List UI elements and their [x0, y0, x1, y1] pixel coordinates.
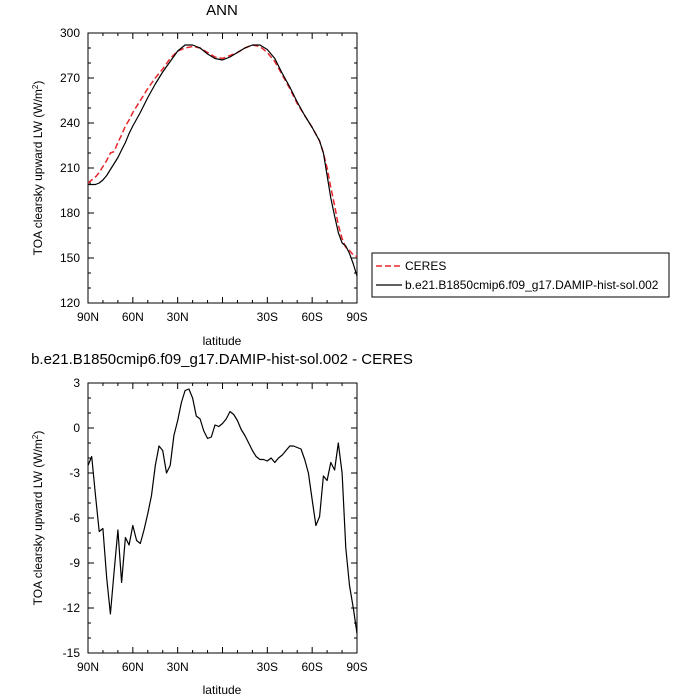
x-tick-label: 60S [301, 660, 322, 674]
x-tick-label: 90N [77, 660, 99, 674]
y-tick-label: -3 [69, 466, 80, 480]
x-tick-label: 60S [301, 310, 322, 324]
legend-ceres-label: CERES [405, 259, 446, 273]
bottom-panel: b.e21.B1850cmip6.f09_g17.DAMIP-hist-sol.… [31, 351, 413, 697]
bottom-x-axis-label: latitude [203, 683, 242, 697]
top-y-tick-labels: 120 150 180 210 240 270 300 [60, 26, 80, 310]
top-y-axis-label: TOA clearsky upward LW (W/m2) [31, 81, 45, 256]
x-tick-label: 90S [346, 660, 367, 674]
bottom-y-axis-label: TOA clearsky upward LW (W/m2) [31, 431, 45, 606]
top-axis-ticks [87, 32, 358, 304]
x-tick-label: 90N [77, 310, 99, 324]
y-tick-label: -6 [69, 511, 80, 525]
y-tick-label: -12 [63, 601, 81, 615]
x-tick-label: 30S [257, 660, 278, 674]
y-tick-label: 0 [73, 421, 80, 435]
x-tick-label: 60N [122, 310, 144, 324]
top-plot-frame [87, 32, 358, 304]
legend-model-label: b.e21.B1850cmip6.f09_g17.DAMIP-hist-sol.… [405, 278, 659, 292]
top-chart-title: ANN [206, 2, 238, 19]
x-tick-label: 30S [257, 310, 278, 324]
bottom-axis-ticks [87, 382, 358, 654]
top-series-lines [87, 44, 358, 277]
model-series-line [88, 44, 358, 277]
y-tick-label: -15 [63, 646, 81, 660]
bottom-chart-title: b.e21.B1850cmip6.f09_g17.DAMIP-hist-sol.… [31, 351, 413, 368]
y-tick-label: 300 [60, 26, 80, 40]
x-tick-label: 90S [346, 310, 367, 324]
y-tick-label: 120 [60, 296, 80, 310]
bottom-x-tick-labels: 90N 60N 30N 30S 60S 90S [77, 660, 368, 674]
x-tick-label: 60N [122, 660, 144, 674]
difference-series-line [87, 388, 358, 634]
x-tick-label: 30N [167, 660, 189, 674]
top-x-tick-labels: 90N 60N 30N 30S 60S 90S [77, 310, 368, 324]
y-tick-label: 240 [60, 116, 80, 130]
bottom-y-tick-labels: -15 -12 -9 -6 -3 0 3 [63, 376, 81, 660]
y-tick-label: 270 [60, 71, 80, 85]
bottom-series-lines [87, 388, 358, 634]
y-tick-label: 3 [73, 376, 80, 390]
y-tick-label: 150 [60, 251, 80, 265]
legend: CERES b.e21.B1850cmip6.f09_g17.DAMIP-his… [371, 252, 670, 298]
x-tick-label: 30N [167, 310, 189, 324]
top-panel: ANN 120 150 180 210 240 270 300 90N 60N 30N 30S 60… [31, 2, 670, 348]
y-tick-label: -9 [69, 556, 80, 570]
top-x-axis-label: latitude [203, 334, 242, 348]
ceres-series-line [87, 44, 358, 258]
legend-box [371, 252, 670, 298]
y-tick-label: 210 [60, 161, 80, 175]
y-tick-label: 180 [60, 206, 80, 220]
